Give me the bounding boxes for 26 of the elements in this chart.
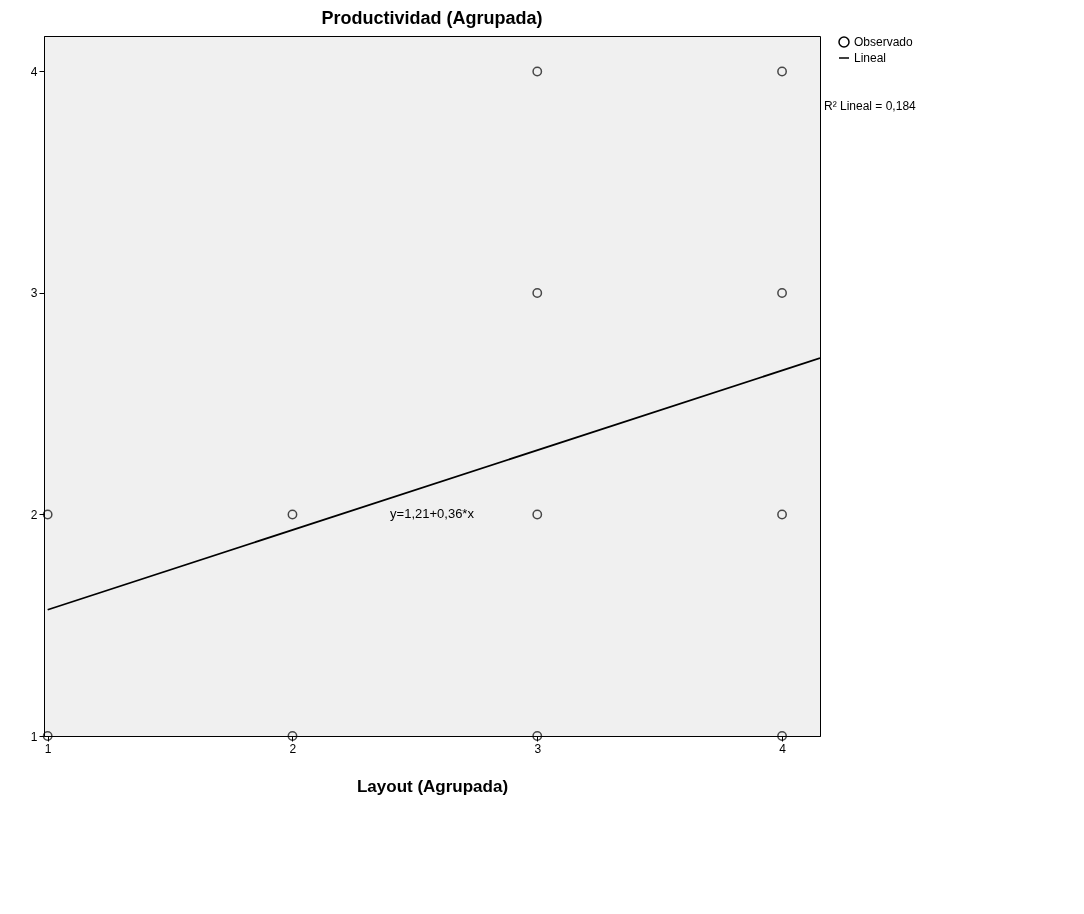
legend-label: Lineal	[854, 51, 887, 65]
point	[287, 509, 298, 520]
point	[532, 731, 543, 741]
chart-title: Productividad (Agrupada)	[321, 8, 543, 28]
x-tick-label: 1	[44, 741, 52, 756]
x-tick-label: 2	[289, 741, 297, 756]
x-axis-title: Layout (Agrupada)	[356, 776, 509, 796]
x-tick-label: 3	[534, 741, 542, 756]
point	[42, 509, 53, 520]
x-tick-label: 4	[779, 741, 787, 756]
y-tick-label: 3	[30, 286, 38, 301]
text: R² Lineal = 0,184	[824, 99, 917, 113]
y-tick-label: 1	[30, 729, 38, 744]
legend-label: Observado	[854, 35, 914, 49]
point	[532, 509, 543, 520]
point	[287, 731, 298, 741]
point	[532, 288, 543, 298]
point	[532, 66, 543, 77]
y-tick-label: 4	[30, 64, 38, 79]
point	[777, 509, 787, 520]
annotation: y=1,21+0,36*x	[390, 506, 475, 522]
y-tick-label: 2	[30, 507, 38, 522]
point	[42, 731, 53, 741]
point	[777, 66, 787, 77]
point	[777, 731, 787, 741]
point	[777, 288, 787, 298]
